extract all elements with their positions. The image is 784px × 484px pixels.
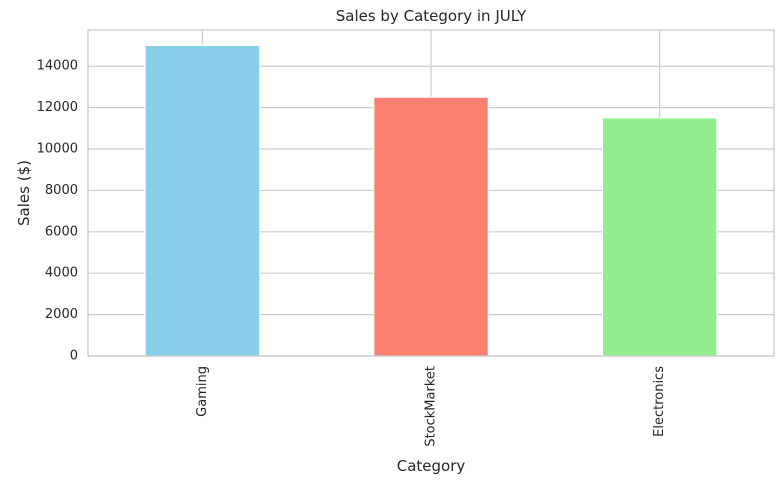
bar-layer (144, 45, 718, 357)
y-tick-label: 2000 (45, 307, 78, 322)
y-tick-label: 6000 (45, 224, 78, 239)
plot-frame (87, 29, 775, 357)
y-tick-labels: 0 2000 4000 6000 8000 10000 12000 14000 (37, 59, 78, 364)
y-tick-label: 12000 (37, 100, 78, 115)
x-tick-label-gaming: Gaming (195, 366, 210, 417)
x-tick-label-stockmarket: StockMarket (424, 366, 439, 447)
y-axis-label: Sales ($) (15, 160, 33, 226)
bar-electronics (602, 117, 718, 357)
bar-stockmarket (373, 96, 489, 357)
y-tick-label: 0 (70, 349, 78, 364)
x-tick-labels: Gaming StockMarket Electronics (195, 366, 667, 447)
chart-title: Sales by Category in JULY (336, 7, 527, 25)
y-tick-label: 14000 (37, 59, 78, 74)
x-axis-label: Category (397, 457, 466, 475)
bar-gaming (144, 45, 261, 357)
y-tick-label: 4000 (45, 266, 78, 281)
y-tick-label: 8000 (45, 183, 78, 198)
y-tick-label: 10000 (37, 142, 78, 157)
x-tick-label-electronics: Electronics (652, 366, 667, 437)
